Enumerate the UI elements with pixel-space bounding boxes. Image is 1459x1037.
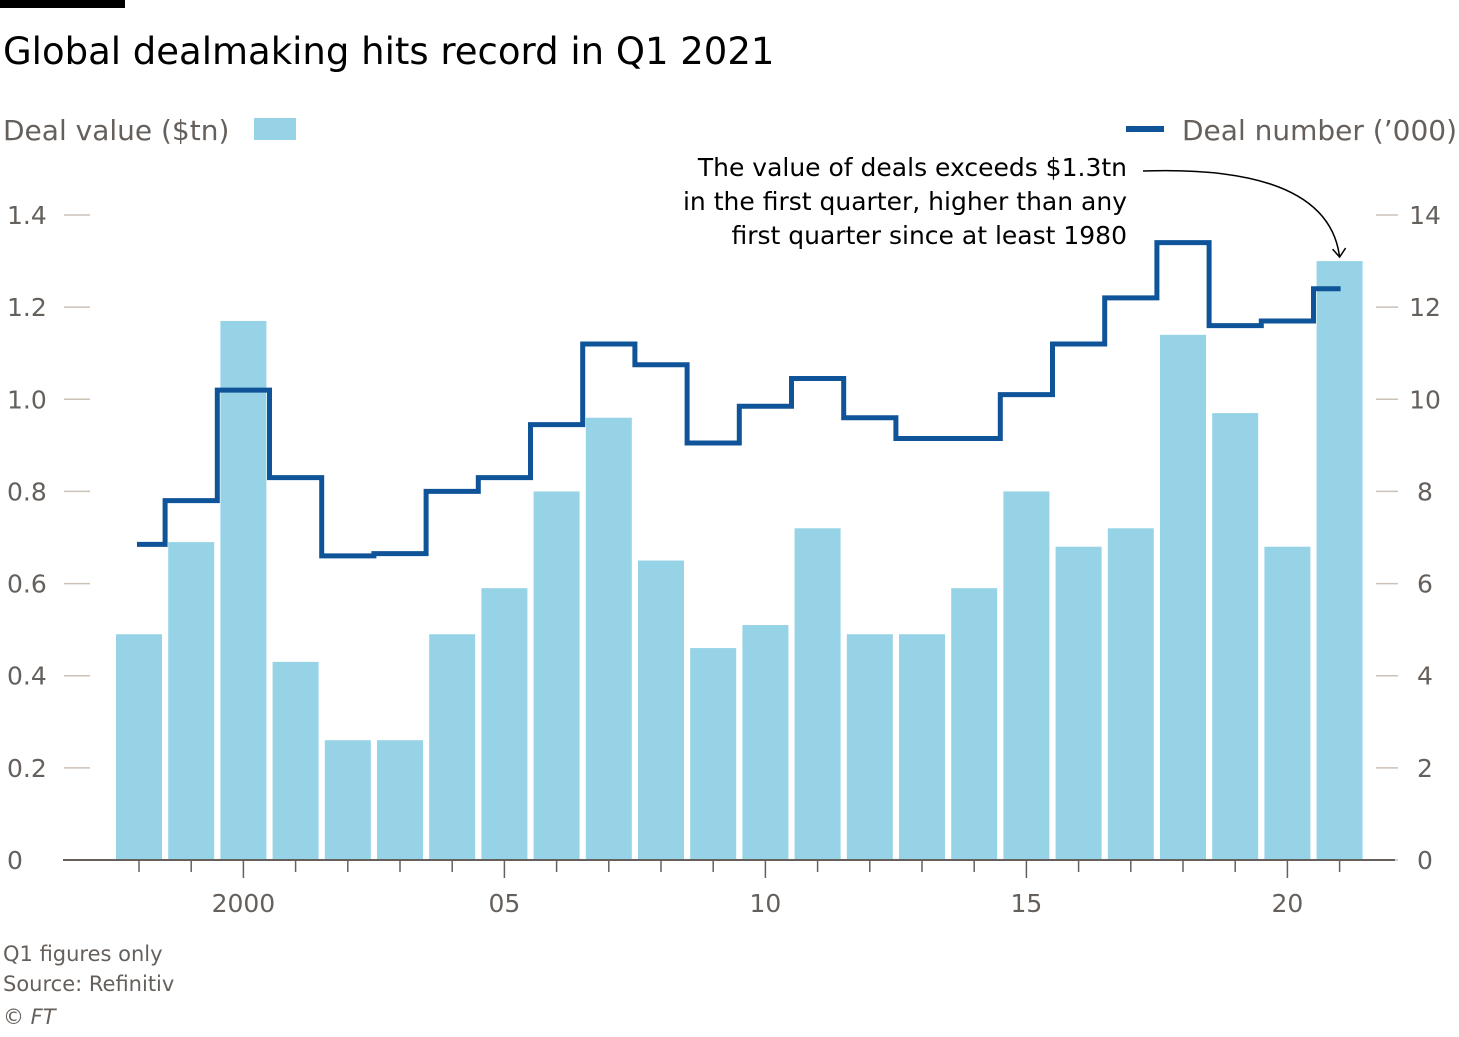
left-tick-label: 0.2 bbox=[7, 754, 47, 783]
bar-2017 bbox=[1107, 528, 1154, 860]
bar-2018 bbox=[1160, 334, 1206, 860]
bar-2015 bbox=[1003, 491, 1050, 860]
right-tick-label: 6 bbox=[1417, 570, 1433, 599]
right-tick-label: 14 bbox=[1409, 201, 1441, 230]
chart-title: Global dealmaking hits record in Q1 2021 bbox=[3, 30, 774, 73]
right-tick-label: 2 bbox=[1417, 754, 1433, 783]
annotation-line-2: in the first quarter, higher than any bbox=[683, 187, 1127, 216]
left-tick-label: 1.0 bbox=[7, 385, 47, 414]
annotation-line-1: The value of deals exceeds $1.3tn bbox=[697, 153, 1127, 182]
annotation-arrow bbox=[1142, 169, 1341, 258]
x-tick-label-2020: 20 bbox=[1271, 889, 1303, 918]
bar-2000 bbox=[220, 320, 267, 860]
x-tick-label-2005: 05 bbox=[488, 889, 520, 918]
x-axis: 2000 05 10 15 20 bbox=[138, 860, 1341, 918]
bar-2006 bbox=[533, 491, 580, 860]
footnote-source: Source: Refinitiv bbox=[3, 972, 174, 996]
bar-2010 bbox=[742, 625, 789, 860]
bar-series bbox=[116, 261, 1363, 861]
bar-2009 bbox=[690, 648, 737, 860]
ft-top-rule bbox=[0, 0, 125, 8]
bar-2008 bbox=[638, 560, 684, 860]
bar-2003 bbox=[377, 740, 423, 860]
deal-number-line bbox=[137, 240, 1341, 559]
right-tick-label: 12 bbox=[1409, 293, 1441, 322]
annotation-line-3: first quarter since at least 1980 bbox=[731, 221, 1127, 250]
annotation-arrowhead bbox=[1332, 247, 1347, 259]
bar-2019 bbox=[1212, 413, 1259, 860]
bar-2020 bbox=[1264, 546, 1311, 860]
left-tick-label: 1.2 bbox=[7, 293, 47, 322]
left-tick-label: 0 bbox=[7, 846, 23, 875]
left-tick-label: 0.4 bbox=[7, 662, 47, 691]
legend-bar-swatch bbox=[254, 118, 296, 140]
bar-2013 bbox=[899, 634, 945, 860]
bar-2004 bbox=[429, 634, 476, 860]
left-tick-label: 0.6 bbox=[7, 570, 47, 599]
left-tick-label: 0.8 bbox=[7, 477, 47, 506]
right-tick-label: 8 bbox=[1417, 477, 1433, 506]
footnote-copyright: © FT bbox=[3, 1005, 58, 1029]
right-axis: 0 2 4 6 8 10 12 14 bbox=[1376, 201, 1441, 875]
left-tick-label: 1.4 bbox=[7, 201, 47, 230]
left-axis: 0 0.2 0.4 0.6 0.8 1.0 1.2 1.4 bbox=[7, 201, 90, 875]
bar-2021 bbox=[1316, 261, 1363, 861]
bar-2007 bbox=[585, 417, 632, 860]
bar-2014 bbox=[951, 588, 998, 860]
x-tick-label-2000: 2000 bbox=[212, 889, 276, 918]
right-tick-label: 4 bbox=[1417, 662, 1433, 691]
bar-1998 bbox=[116, 634, 162, 860]
bar-2005 bbox=[481, 588, 528, 860]
right-tick-label: 10 bbox=[1409, 385, 1441, 414]
bar-2011 bbox=[794, 528, 841, 860]
legend-right-label: Deal number (’000) bbox=[1182, 114, 1457, 147]
legend-left-label: Deal value ($tn) bbox=[3, 114, 229, 147]
x-tick-label-2010: 10 bbox=[749, 889, 781, 918]
bar-1999 bbox=[168, 542, 215, 860]
bar-2016 bbox=[1055, 546, 1102, 860]
bar-2001 bbox=[272, 661, 319, 860]
footnote-q1: Q1 figures only bbox=[3, 942, 163, 966]
right-tick-label: 0 bbox=[1417, 846, 1433, 875]
x-tick-label-2015: 15 bbox=[1010, 889, 1042, 918]
bar-2002 bbox=[324, 740, 371, 860]
annotation: The value of deals exceeds $1.3tn in the… bbox=[683, 153, 1347, 259]
bar-2012 bbox=[846, 634, 893, 860]
